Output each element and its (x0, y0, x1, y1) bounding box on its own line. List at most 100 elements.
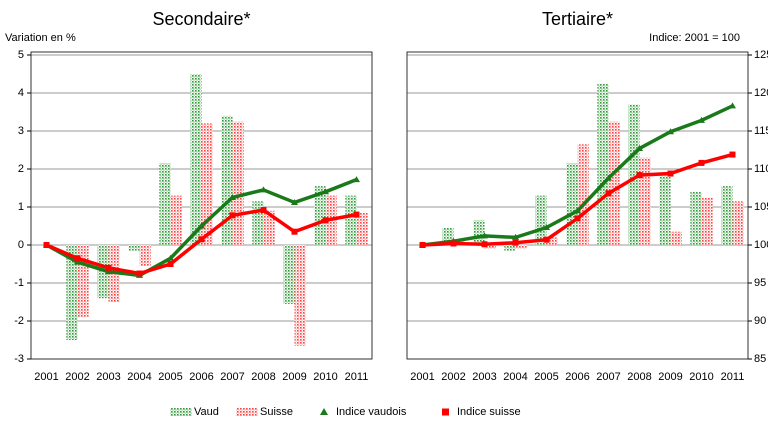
marker (636, 144, 643, 151)
y-tick-label: 4 (18, 87, 24, 99)
bar (628, 104, 640, 246)
x-tick-label: 2002 (65, 371, 89, 383)
bar (159, 163, 171, 245)
bar (701, 197, 713, 245)
bar (139, 245, 151, 266)
y2-tick-label: 105 (754, 201, 768, 213)
bar (546, 237, 558, 245)
panel-title: Secondaire* (152, 9, 250, 29)
marker (74, 258, 81, 265)
y-tick-label: 0 (18, 239, 24, 251)
bar (577, 144, 589, 245)
y2-tick-label: 95 (754, 277, 766, 289)
marker (481, 241, 488, 248)
bar (515, 245, 527, 249)
x-tick-label: 2010 (689, 371, 713, 383)
x-tick-label: 2009 (658, 371, 682, 383)
bar (252, 201, 264, 245)
y-tick-label: -3 (14, 353, 24, 365)
x-tick-label: 2011 (345, 371, 369, 383)
bar (170, 195, 182, 245)
y2-tick-label: 110 (754, 163, 768, 175)
marker (636, 172, 643, 179)
bar (190, 74, 202, 245)
x-tick-label: 2008 (251, 371, 275, 383)
bar (690, 191, 702, 245)
y2-tick-label: 120 (754, 87, 768, 99)
marker (260, 186, 267, 193)
bar (473, 220, 485, 245)
marker (481, 232, 488, 239)
marker (574, 215, 581, 222)
panel-title: Tertiaire* (542, 9, 613, 29)
y2-tick-label: 90 (754, 315, 766, 327)
marker (198, 236, 205, 243)
marker (353, 176, 360, 183)
bar (659, 174, 671, 245)
marker (136, 270, 143, 277)
x-tick-label: 2006 (565, 371, 589, 383)
bar (294, 245, 306, 346)
y-tick-label: -1 (14, 277, 24, 289)
bar (670, 231, 682, 245)
x-tick-label: 2007 (596, 371, 620, 383)
legend-swatch (236, 408, 258, 416)
x-tick-label: 2005 (534, 371, 558, 383)
legend-label: Indice vaudois (336, 406, 407, 418)
marker (322, 188, 329, 195)
marker (291, 228, 298, 235)
bar (232, 121, 244, 245)
marker (667, 128, 674, 135)
y-axis-label: Variation en % (5, 32, 76, 44)
marker (229, 194, 236, 200)
marker (260, 207, 267, 214)
x-tick-label: 2001 (34, 371, 58, 383)
x-tick-label: 2007 (220, 371, 244, 383)
legend-label: Vaud (194, 406, 219, 418)
legend-swatch (170, 408, 192, 416)
marker (574, 207, 581, 214)
marker (353, 211, 360, 218)
x-tick-label: 2004 (503, 371, 527, 383)
y2-tick-label: 115 (754, 125, 768, 137)
y-tick-label: -2 (14, 315, 24, 327)
marker (512, 239, 519, 246)
bar (263, 210, 275, 245)
bar (283, 245, 295, 304)
bar (66, 245, 78, 340)
legend-swatch (442, 408, 449, 416)
bar (201, 123, 213, 245)
marker (105, 264, 112, 271)
y-tick-label: 3 (18, 125, 24, 137)
marker (322, 217, 329, 224)
x-tick-label: 2005 (158, 371, 182, 383)
x-tick-label: 2010 (313, 371, 337, 383)
marker (729, 102, 736, 109)
bar (732, 201, 744, 245)
legend-swatch (320, 408, 328, 415)
x-tick-label: 2004 (127, 371, 151, 383)
bar (597, 83, 609, 245)
x-tick-label: 2002 (441, 371, 465, 383)
marker (43, 242, 50, 248)
marker (698, 116, 705, 123)
marker (419, 242, 426, 248)
bar (608, 121, 620, 245)
bar (128, 245, 140, 251)
marker (729, 151, 736, 158)
bar (356, 212, 368, 245)
bar (504, 245, 516, 251)
x-tick-label: 2008 (627, 371, 651, 383)
marker (198, 222, 205, 229)
x-tick-label: 2003 (96, 371, 120, 383)
y2-tick-label: 85 (754, 353, 766, 365)
marker (543, 236, 550, 243)
marker (605, 174, 612, 181)
marker (698, 159, 705, 166)
marker (667, 170, 674, 177)
bar (484, 245, 496, 249)
bar (345, 195, 357, 245)
bar (77, 245, 89, 318)
marker (291, 198, 298, 205)
bar (221, 115, 233, 245)
